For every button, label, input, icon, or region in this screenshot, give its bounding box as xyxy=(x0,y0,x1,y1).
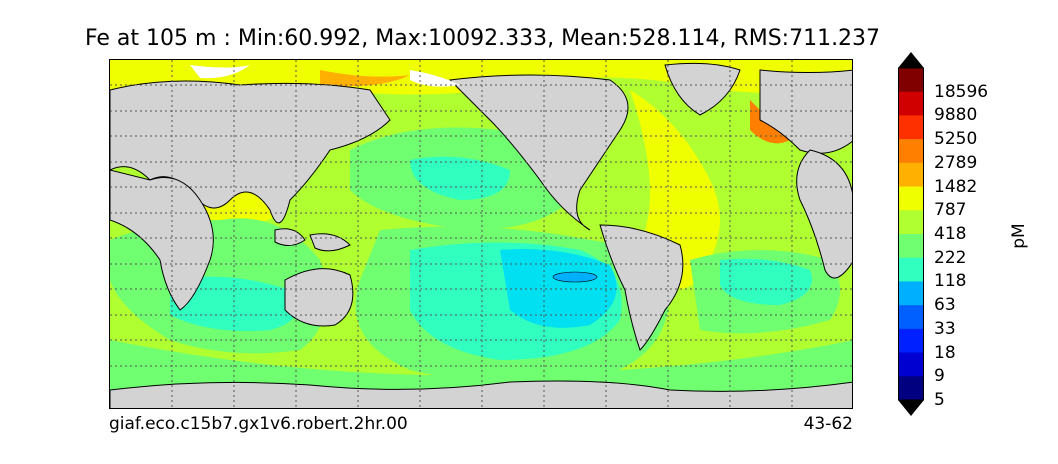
colorbar xyxy=(898,52,924,416)
colorbar-tick-label: 2789 xyxy=(934,152,978,173)
sea-ice-1 xyxy=(190,65,250,79)
colorbar-tick-label: 33 xyxy=(934,318,956,339)
colorbar-tick-label: 418 xyxy=(934,224,967,244)
colorbar-tick-label: 5 xyxy=(934,390,945,410)
land-masses xyxy=(110,62,852,408)
colorbar-tick-label: 18 xyxy=(934,342,956,363)
colorbar-tick-label: 5250 xyxy=(934,129,978,150)
colorbar-swatch xyxy=(898,115,924,140)
minimum-fe-patch xyxy=(552,271,598,283)
map-plot xyxy=(110,60,852,408)
colorbar-outline xyxy=(898,67,924,401)
colorbar-swatch xyxy=(898,257,924,282)
colorbar-swatch xyxy=(898,352,924,377)
sea-ice-2 xyxy=(410,70,460,87)
colorbar-swatch xyxy=(898,210,924,235)
colorbar-swatch xyxy=(898,68,924,93)
colorbar-swatch xyxy=(898,328,924,354)
gridlines xyxy=(110,60,852,408)
colorbar-swatch xyxy=(898,281,924,306)
colorbar-swatch xyxy=(898,162,924,188)
north-pacific-low xyxy=(410,156,510,200)
colorbar-swatch xyxy=(898,305,924,330)
atlantic-low xyxy=(720,258,812,305)
colorbar-tick-label: 63 xyxy=(934,295,956,316)
colorbar-swatch xyxy=(898,91,924,116)
colorbar-tick-label: 18596 xyxy=(934,81,989,102)
colorbar-over-arrow xyxy=(898,52,924,68)
colorbar-tick-label: 222 xyxy=(934,247,967,268)
colorbar-swatch xyxy=(898,186,924,211)
colorbar-tick-label: 1482 xyxy=(934,176,978,197)
colorbar-tick-label: 9880 xyxy=(934,105,978,126)
north-atlantic-region xyxy=(630,90,720,260)
colorbar-tick-label: 9 xyxy=(934,366,945,387)
map-title: Fe at 105 m : Min:60.992, Max:10092.333,… xyxy=(84,26,881,51)
ocean-map xyxy=(109,59,853,409)
run-name: giaf.eco.c15b7.gx1v6.robert.2hr.00 xyxy=(109,414,408,434)
colorbar-units: pM xyxy=(1009,223,1029,249)
south-pacific-core xyxy=(500,249,617,328)
indian-low xyxy=(170,276,297,331)
colorbar-swatch xyxy=(898,139,924,164)
year-range: 43-62 xyxy=(803,414,853,434)
colorbar-tick-label: 118 xyxy=(934,271,967,292)
colorbar-swatch xyxy=(898,234,924,259)
colorbar-under-arrow xyxy=(898,400,924,416)
colorbar-swatch xyxy=(898,376,924,401)
colorbar-tick-label: 787 xyxy=(934,200,967,221)
coastal-orange-2 xyxy=(320,70,410,87)
